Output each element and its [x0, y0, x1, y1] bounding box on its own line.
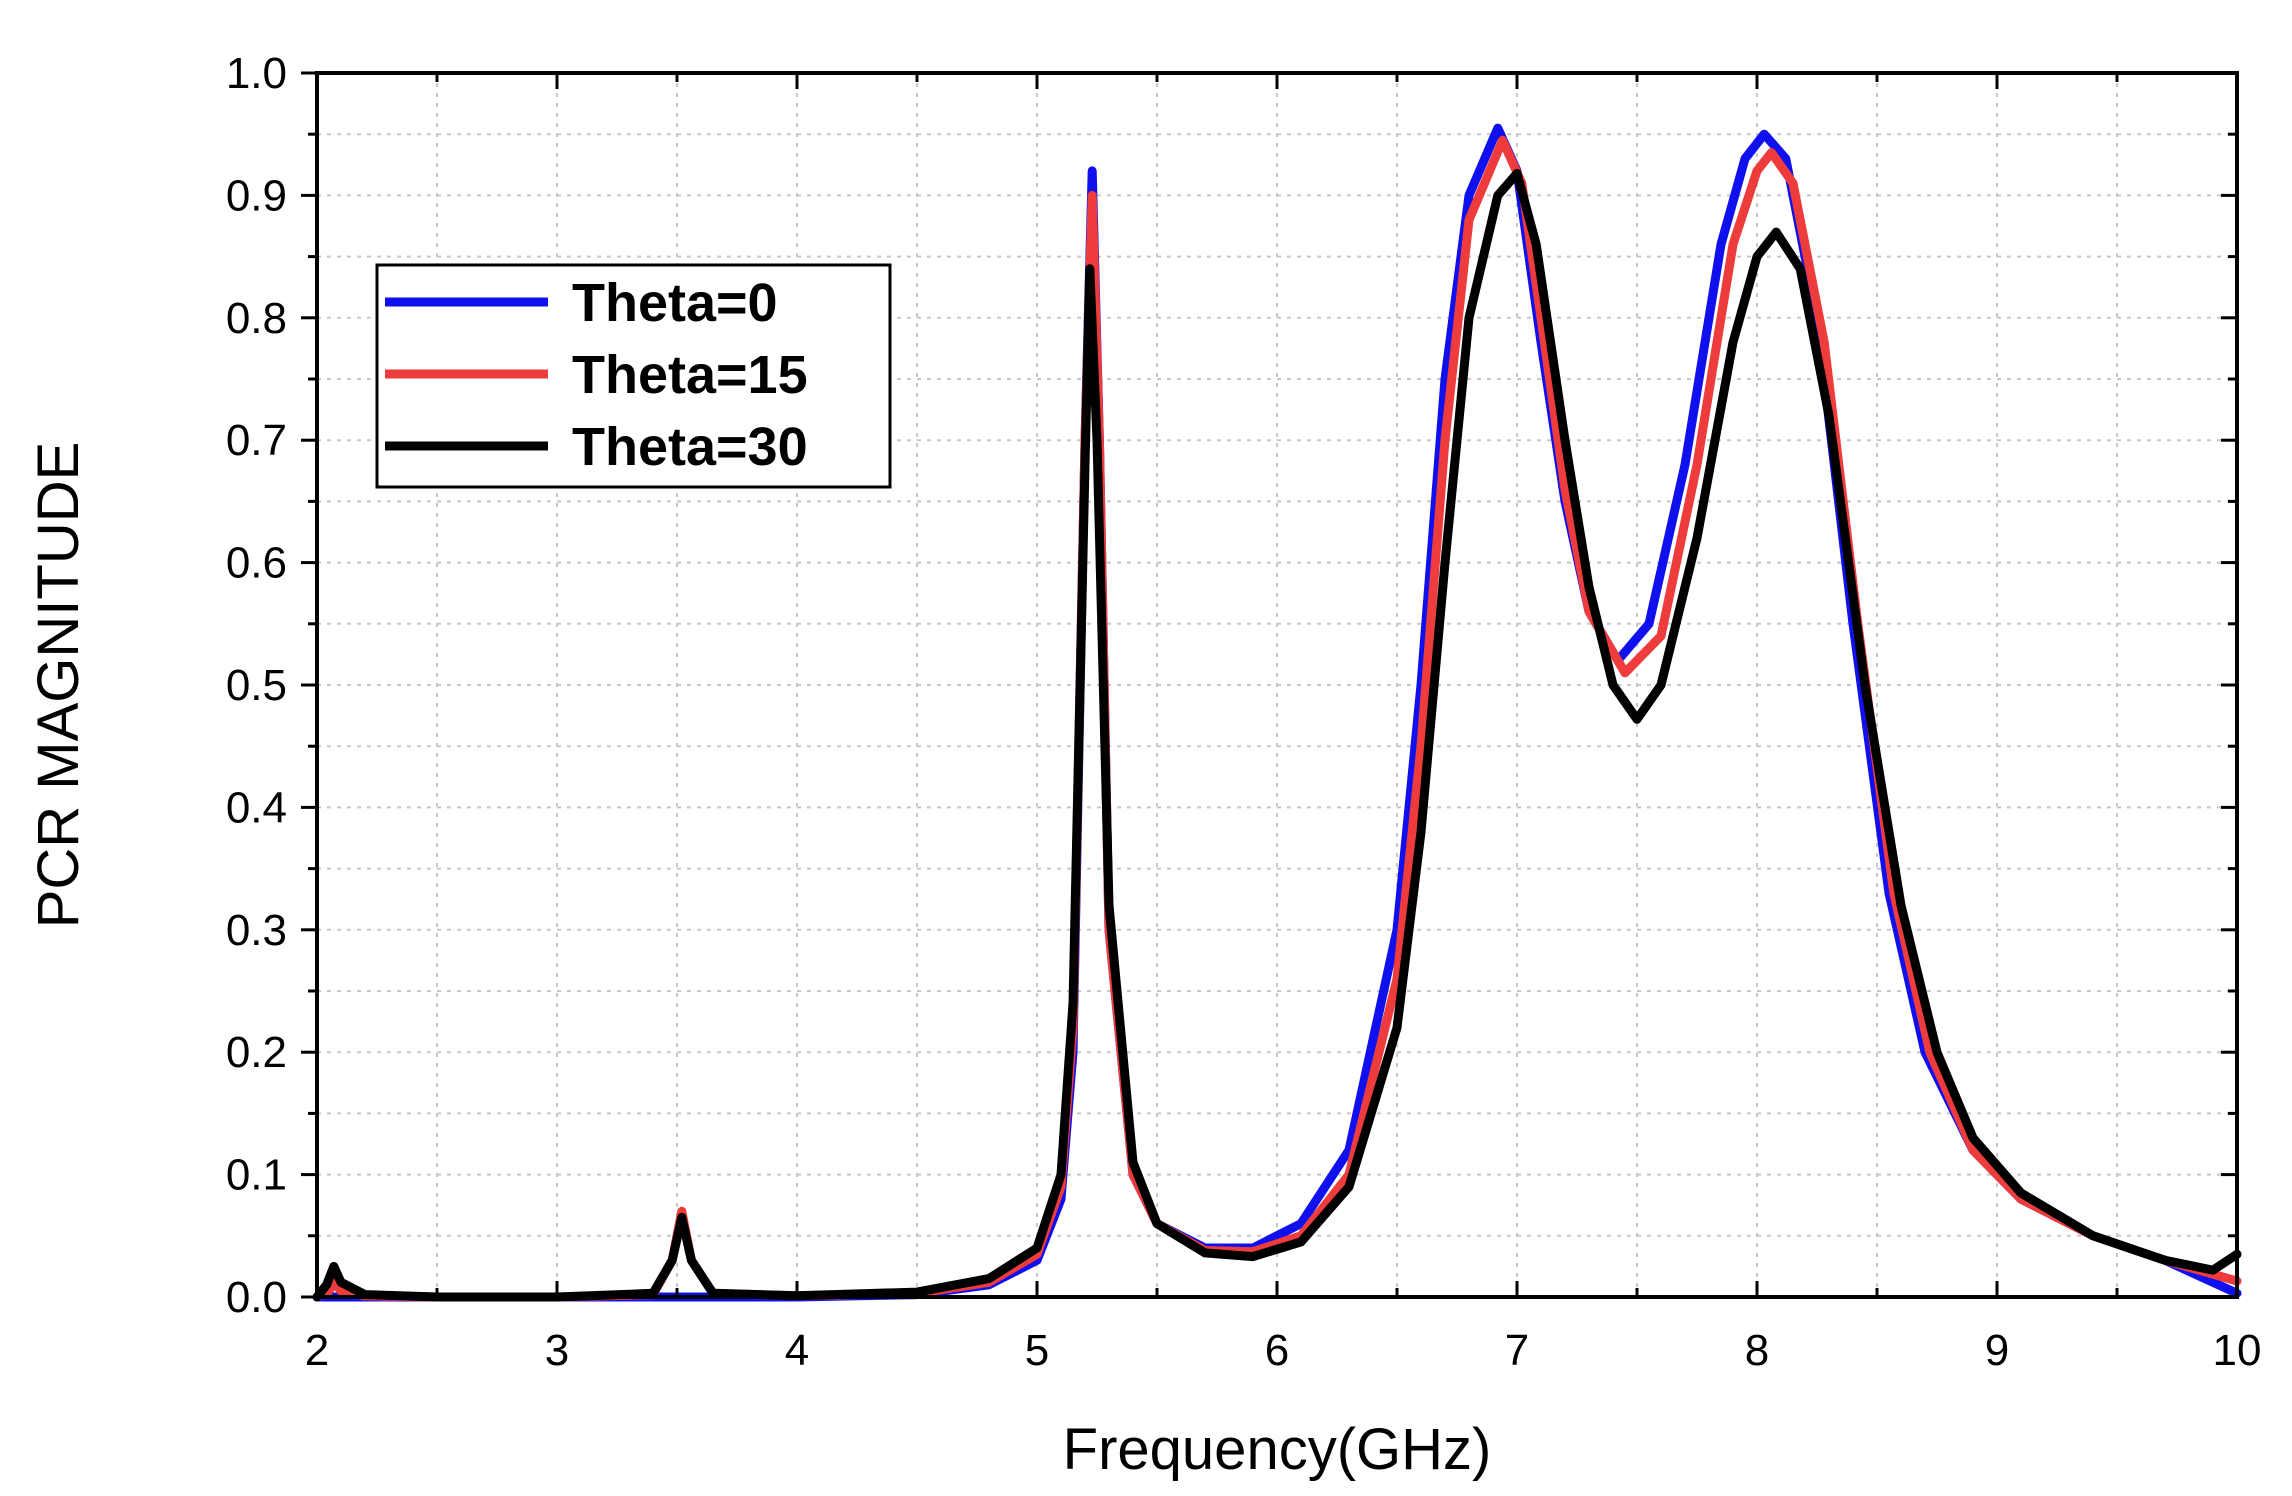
x-tick-labels: 2 3 4 5 6 7 8 9 10 — [305, 1326, 2262, 1375]
x-tick-label: 7 — [1505, 1326, 1529, 1375]
series-line — [312, 168, 2242, 1302]
y-tick-label: 0.6 — [226, 539, 287, 588]
axis-ticks — [301, 71, 2239, 1299]
y-tick-label: 0.5 — [226, 661, 287, 710]
y-tick-label: 0.2 — [226, 1028, 287, 1077]
x-tick-label: 2 — [305, 1326, 329, 1375]
y-tick-label: 1.0 — [226, 49, 287, 98]
series-lines — [312, 123, 2242, 1302]
legend-label: Theta=0 — [572, 273, 778, 333]
y-tick-label: 0.9 — [226, 171, 287, 220]
x-tick-label: 4 — [785, 1326, 809, 1375]
y-tick-label: 0.4 — [226, 783, 287, 832]
y-tick-label: 0.1 — [226, 1151, 287, 1200]
y-tick-label: 0.3 — [226, 906, 287, 955]
y-tick-label: 0.0 — [226, 1273, 287, 1322]
legend-items: Theta=0 Theta=15 Theta=30 — [385, 273, 808, 477]
y-tick-labels: 0.0 0.1 0.2 0.3 0.4 0.5 0.6 0.7 0.8 0.9 1.0 — [226, 49, 287, 1322]
x-axis-title: Frequency(GHz) — [1063, 1417, 1492, 1482]
y-tick-label: 0.8 — [226, 294, 287, 343]
x-tick-label: 5 — [1025, 1326, 1049, 1375]
x-tick-label: 9 — [1985, 1326, 2009, 1375]
legend-label: Theta=30 — [572, 417, 808, 477]
x-tick-label: 10 — [2213, 1326, 2262, 1375]
x-tick-label: 8 — [1745, 1326, 1769, 1375]
legend-label: Theta=15 — [572, 345, 808, 405]
legend: Theta=0 Theta=15 Theta=30 — [375, 263, 892, 489]
y-tick-label: 0.7 — [226, 416, 287, 465]
x-tick-label: 3 — [545, 1326, 569, 1375]
x-tick-label: 6 — [1265, 1326, 1289, 1375]
y-axis-title: PCR MAGNITUDE — [26, 442, 91, 929]
grid-lines — [317, 73, 2237, 1297]
